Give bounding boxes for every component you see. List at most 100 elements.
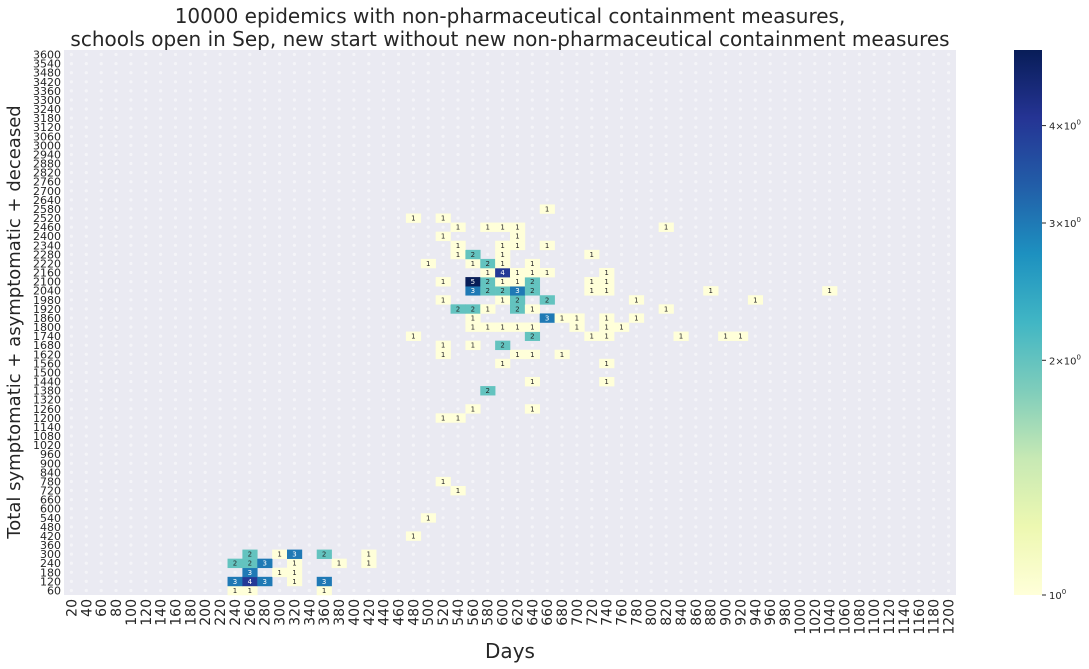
empty-cell-marker — [69, 161, 73, 166]
empty-cell-marker — [783, 207, 787, 211]
empty-cell-marker — [783, 280, 787, 284]
empty-cell-marker — [278, 216, 282, 220]
empty-cell-marker — [263, 62, 267, 66]
empty-cell-marker — [947, 89, 951, 93]
empty-cell-marker — [664, 89, 668, 93]
heatmap-cell — [316, 576, 332, 587]
empty-cell-marker — [382, 234, 386, 238]
empty-cell-marker — [486, 171, 490, 175]
empty-cell-marker — [753, 525, 757, 529]
empty-cell-marker — [560, 416, 564, 420]
cell-value-label: 1 — [664, 305, 668, 313]
empty-cell-marker — [263, 543, 267, 547]
empty-cell-marker — [248, 89, 252, 93]
empty-cell-marker — [337, 198, 341, 202]
empty-cell-marker — [322, 252, 326, 256]
empty-cell-marker — [724, 461, 728, 465]
empty-cell-marker — [426, 225, 430, 229]
empty-cell-marker — [84, 71, 88, 75]
empty-cell-marker — [724, 216, 728, 220]
empty-cell-marker — [352, 270, 356, 275]
empty-cell-marker — [842, 407, 847, 411]
empty-cell-marker — [426, 152, 430, 157]
empty-cell-marker — [575, 234, 579, 238]
y-tick-label: 3600 — [33, 49, 61, 62]
empty-cell-marker — [575, 543, 579, 547]
empty-cell-marker — [649, 561, 653, 565]
empty-cell-marker — [411, 343, 415, 347]
empty-cell-marker — [575, 161, 579, 166]
cell-value-label: 2 — [456, 305, 460, 313]
empty-cell-marker — [842, 588, 847, 593]
empty-cell-marker — [396, 207, 401, 211]
empty-cell-marker — [203, 525, 207, 529]
empty-cell-marker — [709, 416, 713, 420]
cell-value-label: 1 — [530, 260, 534, 268]
empty-cell-marker — [426, 443, 430, 447]
empty-cell-marker — [545, 352, 549, 356]
empty-cell-marker — [99, 552, 103, 556]
empty-cell-marker — [173, 225, 178, 229]
empty-cell-marker — [129, 161, 133, 166]
empty-cell-marker — [798, 452, 802, 456]
empty-cell-marker — [456, 52, 460, 57]
empty-cell-marker — [441, 452, 445, 456]
empty-cell-marker — [872, 334, 876, 338]
empty-cell-marker — [738, 298, 743, 302]
empty-cell-marker — [486, 334, 490, 338]
empty-cell-marker — [99, 488, 103, 493]
empty-cell-marker — [842, 352, 847, 356]
empty-cell-marker — [857, 352, 862, 356]
cell-value-label: 1 — [456, 224, 460, 232]
empty-cell-marker — [218, 243, 222, 247]
empty-cell-marker — [664, 552, 668, 556]
empty-cell-marker — [367, 189, 371, 193]
empty-cell-marker — [872, 407, 876, 411]
empty-cell-marker — [560, 343, 564, 347]
empty-cell-marker — [337, 443, 341, 447]
empty-cell-marker — [471, 125, 475, 129]
empty-cell-marker — [619, 134, 624, 138]
empty-cell-marker — [530, 80, 534, 84]
empty-cell-marker — [634, 379, 639, 384]
empty-cell-marker — [590, 361, 594, 365]
empty-cell-marker — [203, 107, 207, 111]
empty-cell-marker — [159, 180, 163, 184]
empty-cell-marker — [545, 525, 549, 529]
empty-cell-marker — [307, 488, 311, 493]
empty-cell-marker — [248, 470, 252, 474]
empty-cell-marker — [530, 389, 534, 393]
empty-cell-marker — [679, 316, 683, 320]
empty-cell-marker — [352, 143, 356, 147]
empty-cell-marker — [872, 361, 876, 365]
empty-cell-marker — [842, 498, 847, 502]
empty-cell-marker — [679, 198, 683, 202]
empty-cell-marker — [263, 370, 267, 375]
empty-cell-marker — [530, 534, 534, 538]
empty-cell-marker — [292, 234, 296, 238]
empty-cell-marker — [411, 398, 415, 402]
empty-cell-marker — [530, 252, 534, 256]
empty-cell-marker — [99, 407, 103, 411]
empty-cell-marker — [292, 507, 296, 511]
empty-cell-marker — [307, 261, 311, 266]
empty-cell-marker — [144, 325, 148, 329]
empty-cell-marker — [530, 116, 534, 120]
empty-cell-marker — [887, 252, 891, 256]
empty-cell-marker — [783, 507, 787, 511]
empty-cell-marker — [471, 425, 475, 429]
empty-cell-marker — [159, 516, 163, 520]
empty-cell-marker — [887, 298, 891, 302]
empty-cell-marker — [456, 98, 460, 102]
empty-cell-marker — [382, 525, 386, 529]
empty-cell-marker — [724, 198, 728, 202]
empty-cell-marker — [129, 370, 133, 375]
empty-cell-marker — [560, 379, 564, 384]
empty-cell-marker — [575, 80, 579, 84]
empty-cell-marker — [99, 470, 103, 474]
empty-cell-marker — [307, 579, 311, 584]
empty-cell-marker — [798, 570, 802, 574]
empty-cell-marker — [664, 370, 668, 375]
empty-cell-marker — [411, 470, 415, 474]
empty-cell-marker — [917, 125, 921, 129]
